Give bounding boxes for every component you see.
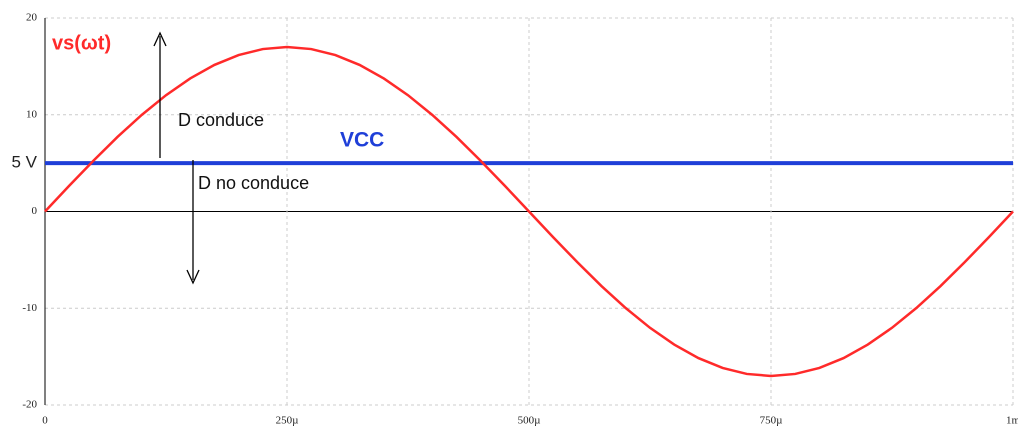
series-label: vs(ωt) (52, 32, 111, 54)
y-tick-label: 0 (32, 205, 38, 217)
annotation: D no conduce (198, 173, 309, 193)
arrow-head (153, 31, 167, 47)
x-tick-label: 250µ (276, 415, 299, 427)
arrow-head (186, 269, 200, 285)
y-tick-label: -10 (22, 302, 37, 314)
y-tick-label: -20 (22, 399, 37, 411)
marks (44, 45, 1014, 378)
x-tick-label: 750µ (760, 415, 783, 427)
x-tick-label: 1m (1006, 415, 1018, 427)
y-tick-label: 20 (26, 12, 38, 24)
y-tick-label: 10 (26, 108, 38, 120)
series-line (44, 45, 1014, 378)
annotation: D conduce (178, 110, 264, 130)
x-tick-label: 0 (42, 415, 48, 427)
hline-label: VCC (340, 129, 384, 152)
y-tick-label: 5 V (11, 153, 37, 172)
x-tick-label: 500µ (518, 415, 541, 427)
